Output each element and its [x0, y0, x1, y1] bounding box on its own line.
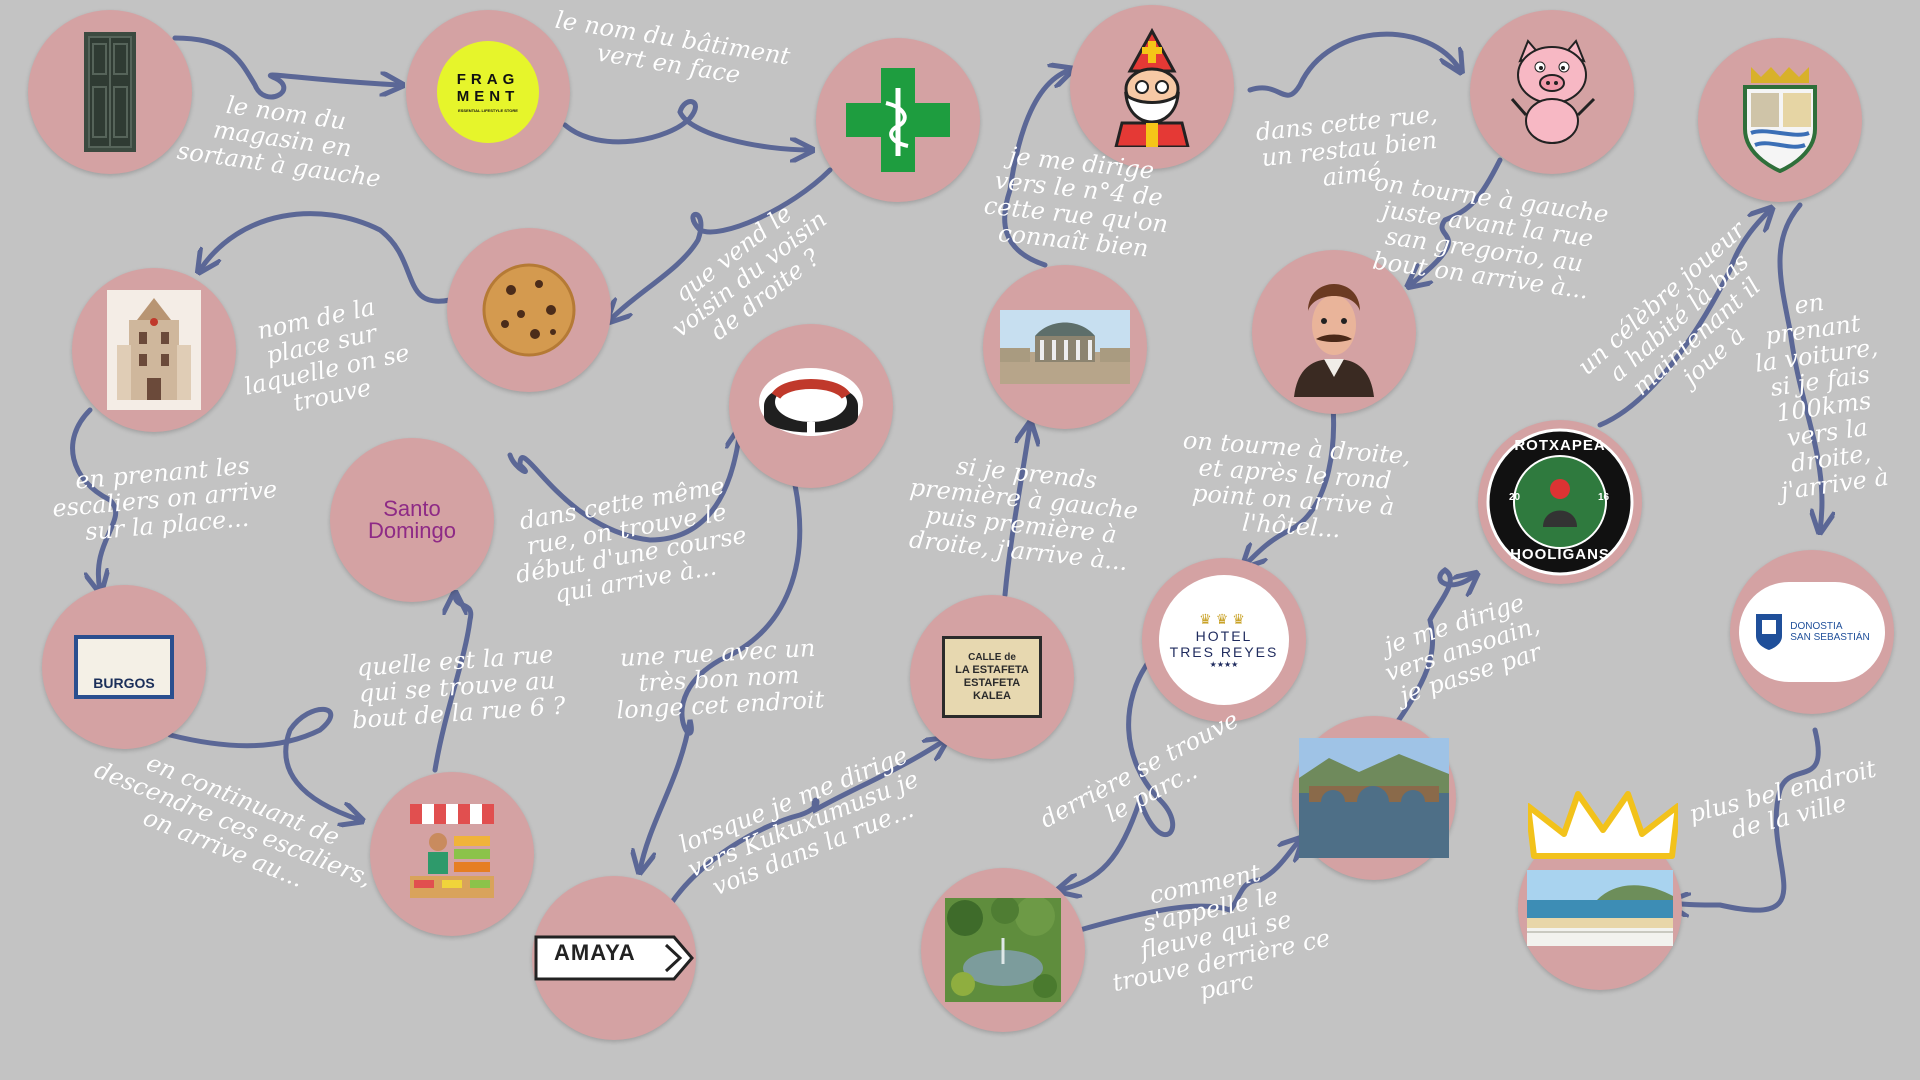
node-santo-domingo: Santo Domingo — [330, 438, 494, 602]
node-amaya: AMAYA — [532, 876, 696, 1040]
amaya-label: AMAYA — [554, 940, 636, 965]
town-hall-icon — [107, 290, 201, 410]
arrow-bishop-pig — [1247, 31, 1460, 98]
donostia-shield-icon — [1756, 614, 1783, 650]
node-kiosk — [983, 265, 1147, 429]
hooligans-top-label: ROTXAPEA — [1514, 437, 1606, 454]
node-hotel: ♛♛♛ HOTEL TRES REYES ★★★★ — [1142, 558, 1306, 722]
arrow-pig-portrait — [1410, 157, 1503, 285]
estafeta-line3: ESTAFETA — [963, 677, 1021, 689]
crown-icon — [1528, 791, 1678, 859]
arrow-burgos-market — [167, 706, 360, 820]
clue-12: je me dirige vers le n°4 de cette rue qu… — [982, 141, 1170, 263]
pig-icon — [1510, 39, 1596, 144]
santo-line2: Domingo — [367, 518, 457, 543]
beach-icon — [1527, 870, 1673, 946]
hotel-logo: ♛♛♛ HOTEL TRES REYES ★★★★ — [1159, 575, 1289, 705]
arrow-garden-bridge — [1077, 840, 1300, 933]
node-bridge — [1292, 716, 1456, 880]
door-icon — [84, 32, 136, 152]
hotel-line1: HOTEL — [1195, 627, 1253, 644]
arrow-pharmacy-cookie — [610, 167, 833, 320]
fragment-tagline: ESSENTIAL LIFESTYLE STORE — [458, 108, 518, 113]
node-portrait — [1252, 250, 1416, 414]
street-sign-burgos: BURGOS — [74, 635, 174, 699]
estafeta-line1: CALLE de — [968, 652, 1016, 663]
arrow-market-santo — [432, 595, 474, 773]
garden-icon — [945, 898, 1061, 1002]
bridge-icon — [1299, 738, 1449, 858]
pharmacy-cross-icon — [846, 68, 950, 172]
arrow-shield-donostia — [1777, 202, 1822, 530]
arrow-estafeta-kiosk — [1002, 425, 1030, 598]
arrow-hooligans-shield — [1597, 210, 1770, 428]
fragment-logo-text: FRAG MENT — [456, 71, 520, 105]
estafeta-sign: CALLE de LA ESTAFETA ESTAFETA KALEA — [942, 636, 1042, 718]
node-pig — [1470, 10, 1634, 174]
burgos-label: BURGOS — [93, 675, 155, 691]
coat-of-arms-icon — [1743, 67, 1817, 173]
bandstand-icon — [1000, 310, 1130, 384]
node-pharmacy — [816, 38, 980, 202]
clue-9: une rue avec un très bon nom longe cet e… — [615, 633, 825, 725]
fragment-logo: FRAG MENT ESSENTIAL LIFESTYLE STORE — [437, 41, 539, 143]
portrait-icon — [1294, 284, 1374, 397]
cookie-icon — [482, 263, 576, 357]
arrow-santo-bullring — [507, 430, 740, 543]
node-donostia: DONOSTIA SAN SEBASTIÁN — [1730, 550, 1894, 714]
arrow-donostia-beach — [1670, 727, 1821, 910]
donostia-line1: DONOSTIA — [1790, 621, 1843, 632]
arrow-amaya-estafeta — [667, 740, 945, 908]
hooligans-badge — [1486, 428, 1634, 576]
bishop-icon — [1114, 27, 1190, 147]
santo-domingo-logo: Santo Domingo — [368, 498, 456, 542]
bullring-icon — [759, 368, 863, 436]
node-cookie — [447, 228, 611, 392]
donostia-line2: SAN SEBASTIÁN — [1790, 632, 1870, 643]
arrow-hotel-garden — [1060, 657, 1176, 890]
node-estafeta: CALLE de LA ESTAFETA ESTAFETA KALEA — [910, 595, 1074, 759]
arrow-door-fragment — [172, 35, 400, 100]
crown-row-icon: ♛♛♛ — [1199, 611, 1249, 628]
hooligans-bottom-label: HOOLIGANS — [1510, 546, 1610, 563]
node-hooligans: ROTXAPEA HOOLIGANS 20 16 — [1478, 420, 1642, 584]
hotel-line2: TRES REYES — [1169, 643, 1279, 660]
arrow-bullring-amaya — [640, 482, 803, 870]
node-fragment: FRAG MENT ESSENTIAL LIFESTYLE STORE — [406, 10, 570, 174]
node-door — [28, 10, 192, 174]
market-stall-icon — [410, 804, 494, 898]
node-bishop — [1070, 5, 1234, 169]
amaya-sign-icon — [534, 935, 694, 981]
arrow-fragment-pharmacy — [562, 99, 810, 150]
arrow-kiosk-bishop — [1002, 70, 1070, 268]
node-market — [370, 772, 534, 936]
hotel-stars: ★★★★ — [1209, 659, 1239, 669]
arrow-townhall-burgos — [70, 407, 119, 590]
arrow-portrait-hotel — [1245, 377, 1337, 565]
hooligans-year-right: 16 — [1598, 492, 1610, 503]
hooligans-year-left: 20 — [1509, 492, 1521, 503]
clue-7: quelle est la rue qui se trouve au bout … — [351, 640, 567, 735]
estafeta-line2: LA ESTAFETA — [955, 664, 1029, 676]
donostia-logo: DONOSTIA SAN SEBASTIÁN — [1739, 582, 1885, 682]
clue-15: on tourne à droite, et après le rond poi… — [1182, 426, 1412, 544]
node-bullring — [729, 324, 893, 488]
node-shield — [1698, 38, 1862, 202]
santo-line1: Santo — [383, 496, 441, 521]
arrow-cookie-townhall — [200, 211, 453, 304]
node-garden — [921, 868, 1085, 1032]
estafeta-line4: KALEA — [973, 690, 1011, 702]
arrow-bridge-hooligans — [1382, 566, 1475, 743]
node-burgos: BURGOS — [42, 585, 206, 749]
node-townhall — [72, 268, 236, 432]
